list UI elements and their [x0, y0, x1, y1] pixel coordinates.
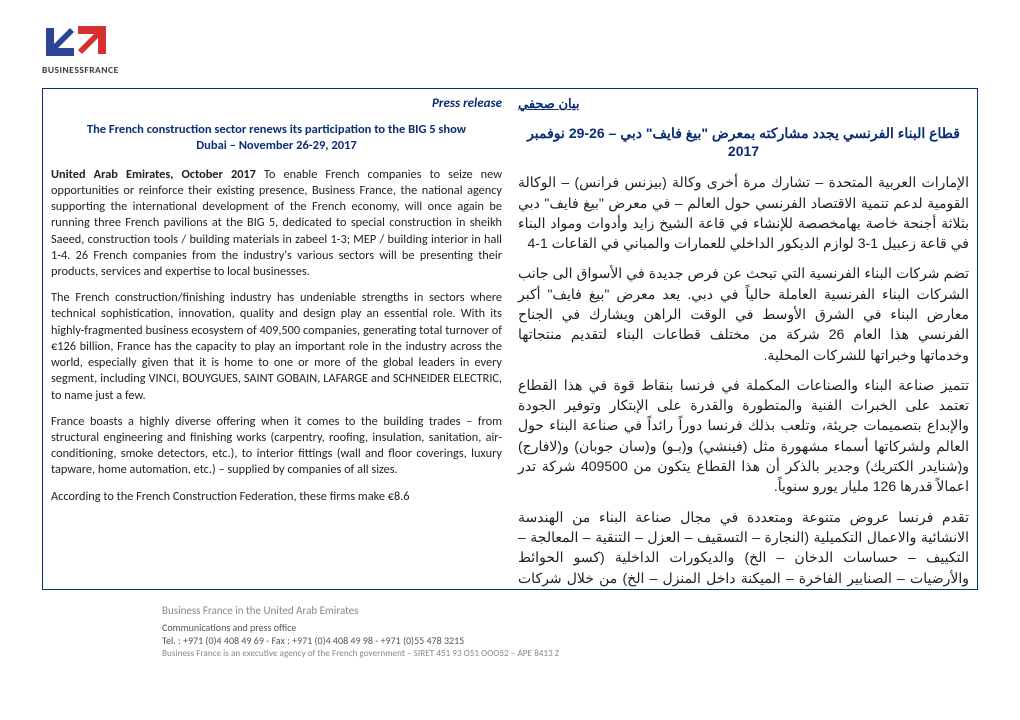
para-ar-2: تضم شركات البناء الفرنسية التي تبحث عن ف… — [518, 263, 969, 364]
para-en-2: The French construction/finishing indust… — [51, 290, 502, 404]
para-en-4: According to the French Construction Fed… — [51, 489, 502, 505]
headline-ar: قطاع البناء الفرنسي يجدد مشاركته بمعرض "… — [518, 124, 969, 160]
press-label-ar: بيان صحفي — [518, 95, 969, 114]
footer-tel: Tel. : +971 (0)4 408 49 69 - Fax : +971 … — [162, 634, 978, 648]
footer: Business France in the United Arab Emira… — [42, 590, 978, 660]
footer-legal: Business France is an executive agency o… — [162, 648, 978, 660]
column-english: Press release The French construction se… — [43, 89, 510, 589]
content-frame: Press release The French construction se… — [42, 88, 978, 590]
footer-dept: Communications and press office — [162, 621, 978, 635]
logo-arrows — [42, 20, 110, 62]
para-en-3: France boasts a highly diverse offering … — [51, 414, 502, 479]
footer-org: Business France in the United Arab Emira… — [162, 604, 978, 619]
para-ar-1: الإمارات العربية المتحدة – تشارك مرة أخر… — [518, 172, 969, 253]
para-ar-3: تتميز صناعة البناء والصناعات المكملة في … — [518, 375, 969, 497]
headline-en: The French construction sector renews it… — [51, 122, 502, 155]
para-ar-4: تقدم فرنسا عروض متنوعة ومتعددة في مجال ص… — [518, 507, 969, 590]
para-en-1: United Arab Emirates, October 2017 To en… — [51, 167, 502, 281]
press-label-en: Press release — [51, 95, 502, 112]
logo-text: BUSINESSFRANCE — [42, 64, 978, 76]
column-arabic: بيان صحفي قطاع البناء الفرنسي يجدد مشارك… — [510, 89, 977, 589]
